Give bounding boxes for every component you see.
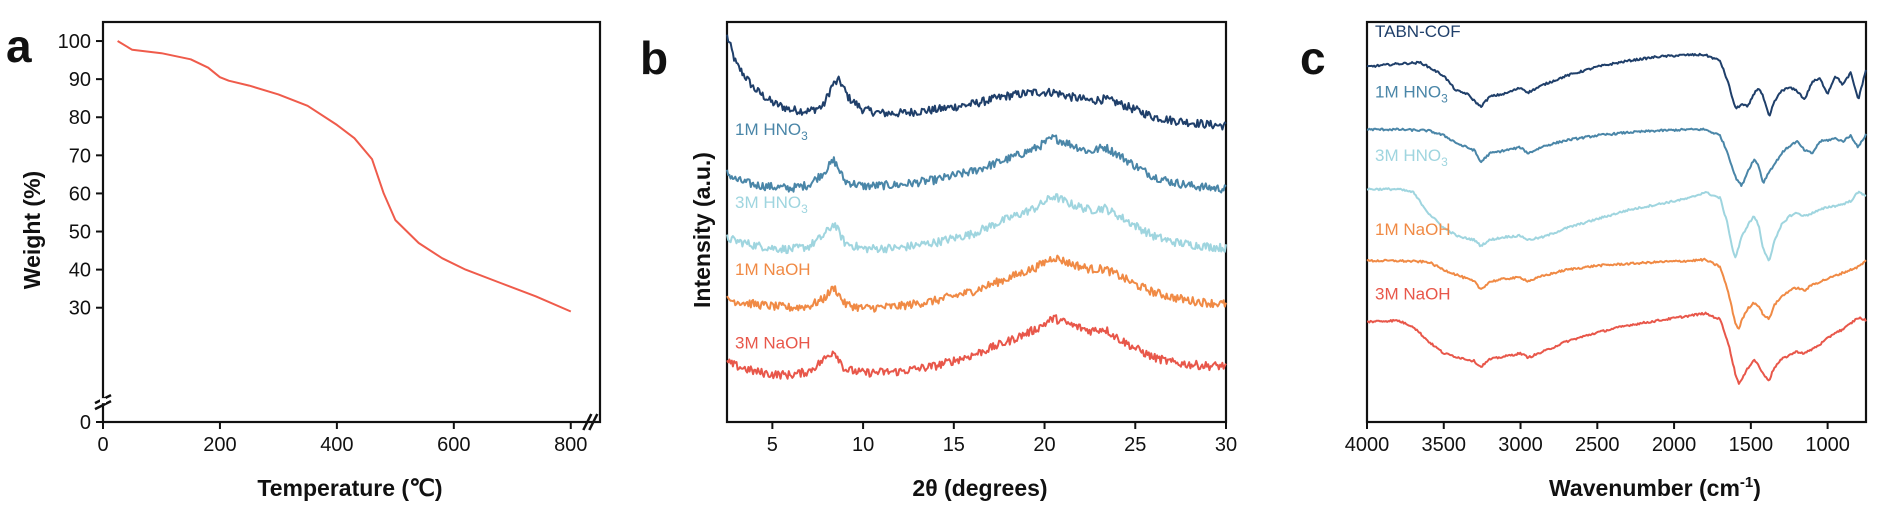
panel-a: 0 200 400 600 800 0 30 40 50 60 70 80 90 100 Temperat… xyxy=(19,20,602,501)
panel-a-plot-area xyxy=(117,40,572,313)
series-label-subscript: 3 xyxy=(1441,155,1448,169)
panel-b-xtick-label: 25 xyxy=(1124,434,1146,456)
panel-b-xtick-label: 20 xyxy=(1033,434,1055,456)
panel-a-axis-break-mark xyxy=(94,400,112,411)
panel-letter-b: b xyxy=(640,32,668,84)
series-line-1m-hno3 xyxy=(1366,127,1867,187)
panel-a-xtick-label: 600 xyxy=(437,434,470,456)
panel-a-ytick-label: 60 xyxy=(69,183,91,205)
series-line-1m-hno3 xyxy=(726,134,1227,194)
series-label-3m-naoh: 3M NaOH xyxy=(735,333,811,352)
panel-c-frame xyxy=(1365,20,1868,424)
series-label-subscript: 3 xyxy=(801,129,808,143)
panel-a-xtick-label: 200 xyxy=(203,434,236,456)
panel-b-xlabel: 2θ (degrees) xyxy=(912,475,1047,501)
panel-c-xtick-label: 3500 xyxy=(1422,434,1467,456)
panel-a-ytick-label: 50 xyxy=(69,222,91,244)
panel-a-ylabel: Weight (%) xyxy=(19,171,45,289)
series-line-1m-naoh xyxy=(726,254,1227,313)
panel-a-axis-break-gap xyxy=(100,398,106,404)
panel-a-xlabel: Temperature (℃) xyxy=(257,475,442,501)
panel-c-xtick-label: 2000 xyxy=(1652,434,1697,456)
series-line-tabn-cof xyxy=(726,34,1227,131)
series-label-tabn-cof: TABN-COF xyxy=(1375,22,1461,41)
panel-a-ytick-label: 0 xyxy=(80,412,91,434)
panel-b-xtick-label: 10 xyxy=(852,434,874,456)
series-label-1m-hno3: 1M HNO3 xyxy=(1375,82,1448,105)
panel-a-ytick-label: 40 xyxy=(69,260,91,282)
series-label-subscript: 3 xyxy=(1441,91,1448,105)
series-line-tabn-cof xyxy=(1366,52,1867,117)
series-label-subscript: 3 xyxy=(801,202,808,216)
panel-b-plot-area xyxy=(726,34,1227,380)
panel-b-ylabel: Intensity (a.u.) xyxy=(689,152,715,308)
panel-a-ytick-label: 90 xyxy=(69,69,91,91)
panel-a-ytick-label: 30 xyxy=(69,298,91,320)
panel-b-ticks: 5 10 15 20 25 30 xyxy=(767,422,1237,456)
series-label-1m-hno3: 1M HNO3 xyxy=(735,120,808,143)
panel-a-series-line xyxy=(117,40,572,313)
panel-c-xtick-label: 3000 xyxy=(1498,434,1543,456)
series-line-3m-naoh xyxy=(726,314,1227,380)
series-line-3m-naoh xyxy=(1366,311,1867,385)
panel-a-ticks: 0 200 400 600 800 0 30 40 50 60 70 80 90 100 xyxy=(58,31,599,456)
series-label-text: 3M HNO xyxy=(735,193,801,212)
panel-letter-a: a xyxy=(6,20,32,72)
panel-b-xtick-label: 30 xyxy=(1215,434,1237,456)
series-label-text: 1M HNO xyxy=(735,120,801,139)
series-label-1m-naoh: 1M NaOH xyxy=(1375,220,1451,239)
panel-c-xtick-label: 2500 xyxy=(1575,434,1620,456)
series-line-3m-hno3 xyxy=(1366,187,1867,262)
panel-c-xtick-label: 4000 xyxy=(1345,434,1390,456)
panel-c-axes-box xyxy=(1365,20,1868,424)
series-label-text: 1M HNO xyxy=(1375,82,1441,101)
series-line-3m-hno3 xyxy=(726,193,1227,255)
panel-c-ticks: 4000 3500 3000 2500 2000 1500 1000 xyxy=(1345,422,1850,456)
panel-b-xtick-label: 5 xyxy=(767,434,778,456)
series-line-1m-naoh xyxy=(1366,257,1867,330)
panel-c-xtick-label: 1500 xyxy=(1729,434,1774,456)
panel-letter-c: c xyxy=(1300,32,1326,84)
series-label-3m-hno3: 3M HNO3 xyxy=(735,193,808,216)
panel-a-axis-break-mark xyxy=(588,413,599,431)
panel-c-xlabel-suffix: ) xyxy=(1753,475,1761,501)
panel-b-xtick-label: 15 xyxy=(943,434,965,456)
panel-a-axis-break-mark xyxy=(582,413,593,431)
series-label-text: TABN-COF xyxy=(1375,22,1461,41)
series-label-1m-naoh: 1M NaOH xyxy=(735,260,811,279)
panel-a-xtick-label: 400 xyxy=(320,434,353,456)
panel-b-frame xyxy=(725,20,1228,424)
series-label-3m-naoh: 3M NaOH xyxy=(1375,285,1451,304)
panel-c-xlabel-superscript: -1 xyxy=(1740,474,1753,491)
panel-a-ytick-label: 80 xyxy=(69,107,91,129)
panel-c-plot-area xyxy=(1366,52,1867,385)
series-label-3m-hno3: 3M HNO3 xyxy=(1375,146,1448,169)
series-label-text: 3M HNO xyxy=(1375,146,1441,165)
panel-a-axes-box xyxy=(101,20,602,424)
series-label-text: 1M NaOH xyxy=(1375,220,1451,239)
panel-b-axes-box xyxy=(725,20,1228,424)
series-label-text: 1M NaOH xyxy=(735,260,811,279)
series-label-text: 3M NaOH xyxy=(735,333,811,352)
panel-c-xtick-label: 1000 xyxy=(1805,434,1850,456)
series-label-text: 3M NaOH xyxy=(1375,285,1451,304)
panel-c-xlabel-main: Wavenumber (cm xyxy=(1549,475,1740,501)
panel-a-xtick-label: 800 xyxy=(554,434,587,456)
panel-a-xtick-label: 0 xyxy=(97,434,108,456)
panel-a-ytick-label: 70 xyxy=(69,145,91,167)
panel-c: 4000 3500 3000 2500 2000 1500 1000 TABN-COF 1M … xyxy=(1345,20,1868,501)
panel-a-frame xyxy=(101,20,602,424)
panel-c-xlabel: Wavenumber (cm-1) xyxy=(1549,474,1761,501)
panel-a-ytick-label: 100 xyxy=(58,31,91,53)
